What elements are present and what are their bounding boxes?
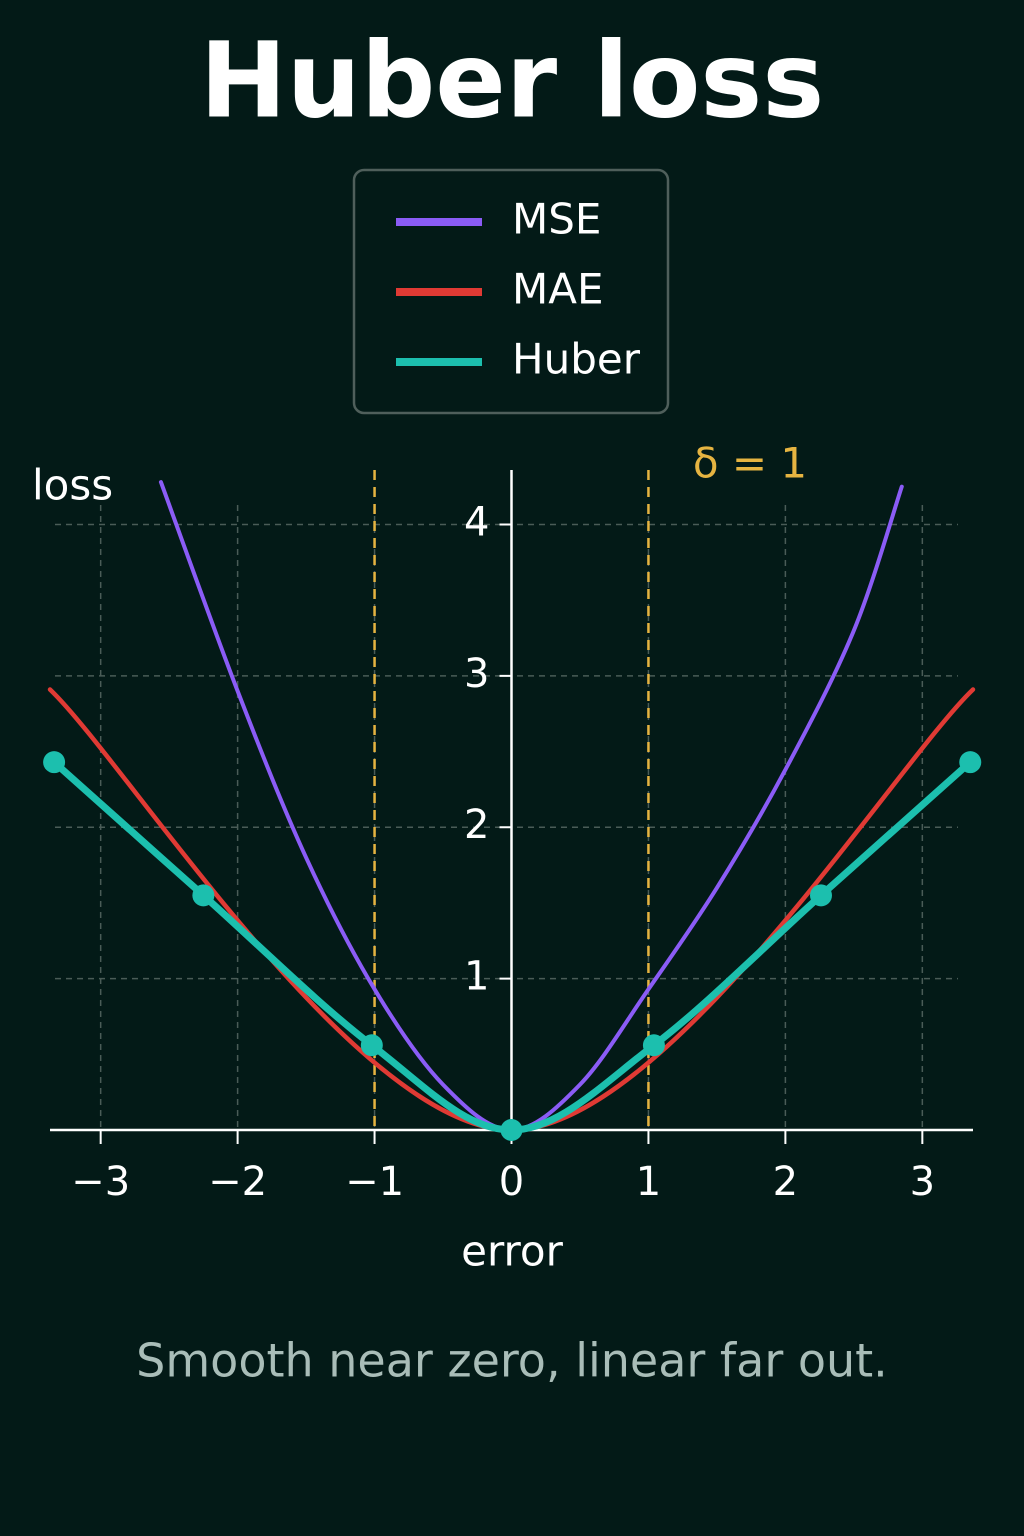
legend-label: MSE — [512, 195, 601, 244]
annotation: δ = 1 — [693, 439, 807, 488]
y-tick-label: 2 — [464, 802, 489, 848]
x-tick-label: 3 — [910, 1159, 935, 1205]
y-tick-label: 4 — [464, 499, 489, 545]
legend-box — [352, 168, 670, 415]
legend-label: Huber — [512, 335, 641, 384]
x-tick-label: −1 — [345, 1159, 404, 1205]
y-tick-label: 3 — [464, 651, 489, 697]
legend: MSE MAE Huber — [352, 168, 670, 415]
point-marker — [642, 1034, 665, 1057]
point-marker — [192, 884, 215, 907]
point-marker — [959, 751, 982, 774]
y-tick-label: 1 — [464, 954, 489, 1000]
legend-label: MAE — [512, 265, 604, 314]
point-marker — [809, 884, 832, 907]
x-tick-label: −2 — [208, 1159, 267, 1205]
x-axis-label: error — [461, 1227, 563, 1276]
x-tick-label: 2 — [773, 1159, 798, 1205]
chart-title: Huber loss — [200, 19, 824, 141]
point-marker — [500, 1119, 523, 1141]
series-line — [158, 480, 904, 1132]
y-axis-label: loss — [32, 461, 113, 510]
x-tick-label: 0 — [499, 1159, 524, 1205]
subtitle: Smooth near zero, linear far out. — [136, 1334, 888, 1388]
point-marker — [360, 1034, 383, 1057]
point-marker — [43, 751, 66, 774]
x-tick-label: −3 — [71, 1159, 130, 1205]
x-tick-label: 1 — [636, 1159, 661, 1205]
